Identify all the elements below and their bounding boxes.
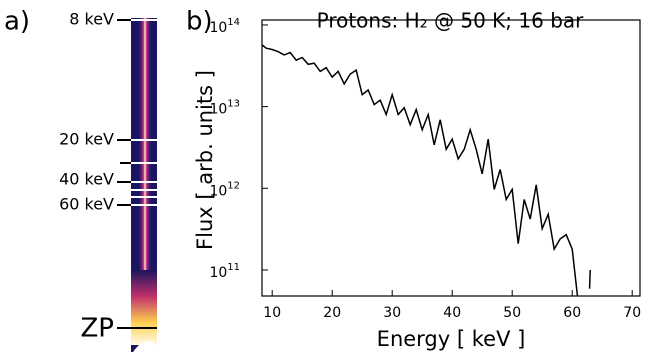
y-tick-label: 1014 [209,17,240,36]
x-tick-label: 40 [443,305,461,321]
plot-frame [262,20,640,296]
tick-base: 10 [209,183,227,199]
marker-label: 8 keV [69,10,114,29]
data-line [262,45,578,303]
marker-label: 20 keV [59,130,114,149]
x-tick-label: 30 [383,305,401,321]
x-axis-label: Energy [ keV ] [377,327,526,351]
detector-image [117,18,157,352]
tick-base: 10 [209,265,227,281]
y-tick-label: 1012 [209,180,240,199]
y-axis-label: Flux [ arb. units ] [193,70,217,250]
tick-base: 10 [209,20,227,36]
tick-exponent: 13 [227,99,240,110]
figure: a) 8 keV 20 keV 40 keV 60 keV ZP b) Prot… [0,0,670,360]
panel-label: a) [4,7,30,37]
y-tick-label: 1011 [209,262,240,281]
x-tick-label: 70 [623,305,641,321]
tick-exponent: 14 [227,17,240,28]
data-line [590,270,591,289]
y-tick-label: 1013 [209,99,240,118]
x-tick-label: 10 [263,305,281,321]
marker-label: 60 keV [59,195,114,214]
x-tick-label: 20 [323,305,341,321]
tick-base: 10 [209,102,227,118]
marker-label: ZP [81,314,115,344]
x-tick-label: 60 [563,305,581,321]
x-tick-label: 50 [503,305,521,321]
marker-label: 40 keV [59,170,114,189]
tick-exponent: 12 [227,180,240,191]
tick-exponent: 11 [227,262,240,273]
